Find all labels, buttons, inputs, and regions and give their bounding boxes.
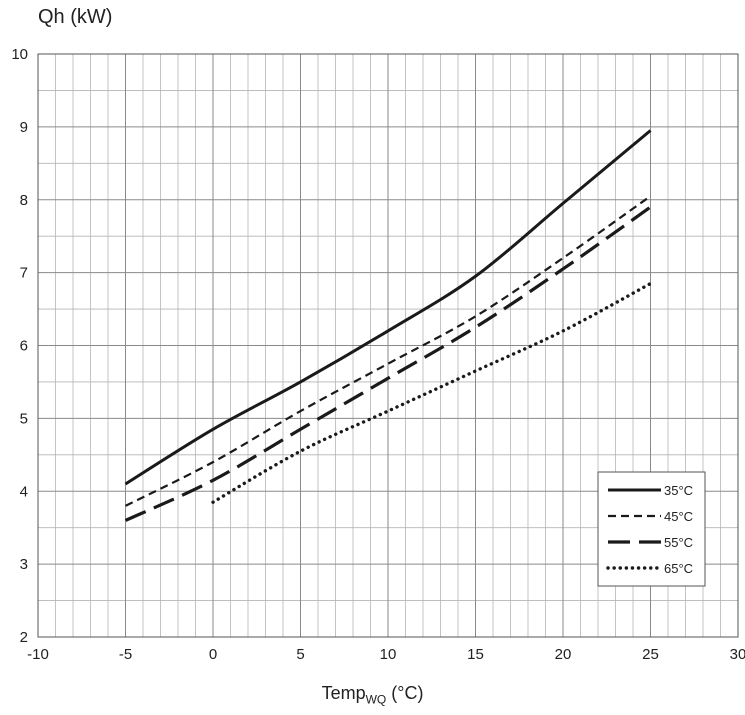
x-tick-label: 5 xyxy=(296,646,304,663)
y-tick-label: 9 xyxy=(20,119,28,136)
tick-labels: -10 -5 0 5 10 15 20 25 30 2 3 4 5 6 7 8 9 10 xyxy=(11,46,745,663)
y-tick-label: 2 xyxy=(20,629,28,646)
x-axis-label: TempWQ (°C) xyxy=(0,683,745,707)
y-tick-label: 8 xyxy=(20,192,28,209)
legend: 35°C 45°C 55°C 65°C xyxy=(597,471,706,587)
series-line-45CC xyxy=(125,195,652,507)
legend-label: 35°C xyxy=(664,483,693,498)
plot-frame xyxy=(37,53,739,638)
x-tick-label: 15 xyxy=(467,646,484,663)
x-tick-label: 30 xyxy=(730,646,745,663)
x-tick-label: -10 xyxy=(27,646,49,663)
x-tick-label: 0 xyxy=(209,646,217,663)
y-tick-label: 7 xyxy=(20,265,28,282)
x-axis-label-subscript: WQ xyxy=(365,692,387,707)
y-axis-label: Qh (kW) xyxy=(38,6,113,28)
x-tick-label: 25 xyxy=(642,646,659,663)
x-tick-label: 10 xyxy=(380,646,397,663)
x-axis-label-unit: (°C) xyxy=(386,683,424,703)
series-lines xyxy=(124,129,653,522)
y-tick-label: 5 xyxy=(20,410,28,427)
y-tick-label: 3 xyxy=(20,556,28,573)
legend-label: 65°C xyxy=(664,561,693,576)
y-tick-label: 10 xyxy=(11,46,28,63)
legend-label: 55°C xyxy=(664,535,693,550)
x-axis-label-main: Temp xyxy=(321,683,366,703)
y-tick-label: 4 xyxy=(20,483,28,500)
y-tick-label: 6 xyxy=(20,338,28,355)
series-line-55CC xyxy=(124,205,652,522)
x-tick-label: -5 xyxy=(119,646,132,663)
x-tick-label: 20 xyxy=(555,646,572,663)
series-line-35CC xyxy=(124,129,652,486)
legend-label: 45°C xyxy=(664,509,693,524)
